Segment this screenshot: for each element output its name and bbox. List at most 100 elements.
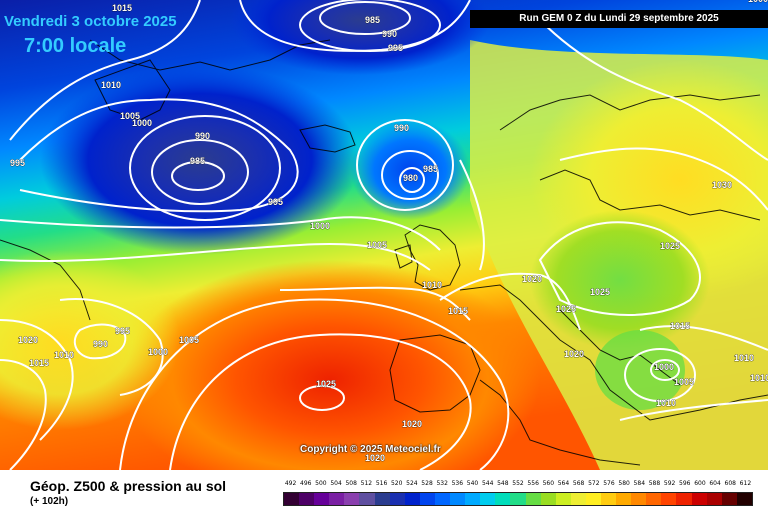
legend-label: 600 bbox=[694, 480, 706, 487]
isobar-label: 990 bbox=[394, 123, 409, 133]
legend-swatch bbox=[540, 493, 556, 505]
legend-label: 588 bbox=[648, 480, 661, 487]
legend-labels: 492 496 500 504 508 512 516 520 524 528 532 536 540 5… bbox=[283, 480, 753, 490]
legend-label: 544 bbox=[481, 480, 494, 487]
legend-swatches bbox=[283, 492, 753, 506]
isobar-label: 990 bbox=[93, 339, 108, 349]
legend-swatch bbox=[465, 493, 481, 505]
legend-swatch bbox=[480, 493, 496, 505]
isobar-label: 990 bbox=[382, 29, 397, 39]
legend-swatch bbox=[600, 493, 617, 505]
model-run-label: Run GEM 0 Z du Lundi 29 septembre 2025 bbox=[470, 10, 768, 28]
legend-swatch bbox=[344, 493, 360, 505]
legend-swatch bbox=[525, 493, 541, 505]
z500-red-azores bbox=[120, 260, 540, 470]
isobar-label: 1005 bbox=[367, 240, 387, 250]
footer-panel: Géop. Z500 & pression au sol (+ 102h) 49… bbox=[0, 470, 768, 512]
isobar-label: 1020 bbox=[365, 453, 385, 463]
legend-label: 584 bbox=[633, 480, 646, 487]
isobar-label: 1015 bbox=[670, 321, 690, 331]
isobar-label: 1010 bbox=[750, 373, 768, 383]
map-title: Géop. Z500 & pression au sol bbox=[30, 478, 227, 494]
legend-label: 492 bbox=[284, 480, 297, 487]
isobar-label: 1020 bbox=[522, 274, 542, 284]
legend-swatch bbox=[434, 493, 451, 505]
legend-swatch bbox=[676, 493, 692, 505]
isobar-label: 1030 bbox=[712, 180, 732, 190]
isobar-label: 1000 bbox=[654, 362, 674, 372]
isobar-label: 1015 bbox=[29, 358, 49, 368]
weather-map: 1015 985 990 995 1010 1005 1000 990 985 … bbox=[0, 0, 768, 470]
copyright-label: Copyright © 2025 Meteociel.fr bbox=[300, 444, 441, 455]
legend-swatch bbox=[510, 493, 526, 505]
legend-label: 560 bbox=[542, 480, 555, 487]
isobar-label: 1010 bbox=[422, 280, 442, 290]
legend-label: 540 bbox=[466, 480, 479, 487]
legend-label: 536 bbox=[451, 480, 464, 487]
z500-low-north bbox=[230, 0, 490, 75]
legend-label: 516 bbox=[375, 480, 388, 487]
legend-swatch bbox=[570, 493, 586, 505]
legend-swatch bbox=[329, 493, 345, 505]
legend-label: 512 bbox=[360, 480, 373, 487]
legend-label: 524 bbox=[406, 480, 418, 487]
forecast-time-label: 7:00 locale bbox=[24, 35, 127, 57]
legend-label: 508 bbox=[345, 480, 357, 487]
isobar-label: 985 bbox=[423, 164, 438, 174]
isobar-label: 1020 bbox=[402, 419, 422, 429]
legend-label: 500 bbox=[315, 480, 327, 487]
legend-label: 596 bbox=[679, 480, 691, 487]
legend-label: 612 bbox=[739, 480, 752, 487]
legend-label: 572 bbox=[588, 480, 600, 487]
forecast-date-label: Vendredi 3 octobre 2025 bbox=[4, 13, 177, 30]
isobar-label: 1020 bbox=[564, 349, 584, 359]
legend-label: 520 bbox=[390, 480, 403, 487]
isobar-label: 1010 bbox=[54, 350, 74, 360]
legend-label: 568 bbox=[572, 480, 585, 487]
legend-swatch bbox=[450, 493, 466, 505]
isobar-label: 1005 bbox=[674, 377, 694, 387]
legend-swatch bbox=[616, 493, 632, 505]
isobar-label: 1010 bbox=[656, 398, 676, 408]
legend-label: 580 bbox=[618, 480, 630, 487]
isobar-label: 1025 bbox=[660, 241, 680, 251]
legend-label: 496 bbox=[300, 480, 312, 487]
legend-swatch bbox=[419, 493, 435, 505]
legend-swatch bbox=[359, 493, 375, 505]
legend-swatch bbox=[404, 493, 420, 505]
isobar-label: 1000 bbox=[132, 118, 152, 128]
isobar-label: 1025 bbox=[556, 304, 576, 314]
legend-label: 532 bbox=[436, 480, 448, 487]
legend-swatch bbox=[691, 493, 707, 505]
legend-swatch bbox=[299, 493, 315, 505]
legend-swatch bbox=[495, 493, 511, 505]
legend-label: 528 bbox=[421, 480, 433, 487]
isobar-label: 1025 bbox=[590, 287, 610, 297]
isobar-label: 1015 bbox=[448, 306, 468, 316]
isobar-label: 1000 bbox=[148, 347, 168, 357]
isobar-label: 1000 bbox=[310, 221, 330, 231]
isobar-label: 1020 bbox=[18, 335, 38, 345]
legend-swatch bbox=[721, 493, 737, 505]
legend-swatch bbox=[706, 493, 722, 505]
forecast-lead-label: (+ 102h) bbox=[30, 496, 69, 507]
isobar-label: 1025 bbox=[316, 379, 336, 389]
isobar-label: 995 bbox=[115, 326, 130, 336]
legend-swatch bbox=[646, 493, 662, 505]
legend-label: 564 bbox=[557, 480, 570, 487]
isobar-label: 1015 bbox=[112, 3, 132, 13]
legend-swatch bbox=[555, 493, 571, 505]
isobar-label: 980 bbox=[403, 173, 418, 183]
isobar-label: 985 bbox=[190, 156, 205, 166]
legend-swatch bbox=[736, 493, 752, 505]
legend-label: 576 bbox=[603, 480, 615, 487]
z500-yellow-west bbox=[0, 250, 180, 430]
isobar-label: 1000 bbox=[748, 0, 768, 4]
legend-label: 552 bbox=[512, 480, 524, 487]
color-legend: 492 496 500 504 508 512 516 520 524 528 532 536 540 5… bbox=[283, 480, 753, 510]
isobar-label: 1010 bbox=[734, 353, 754, 363]
isobar-labels: 1015 985 990 995 1010 1005 1000 990 985 … bbox=[10, 0, 768, 463]
isobar-label: 990 bbox=[195, 131, 210, 141]
legend-label: 548 bbox=[497, 480, 509, 487]
legend-swatch bbox=[585, 493, 601, 505]
